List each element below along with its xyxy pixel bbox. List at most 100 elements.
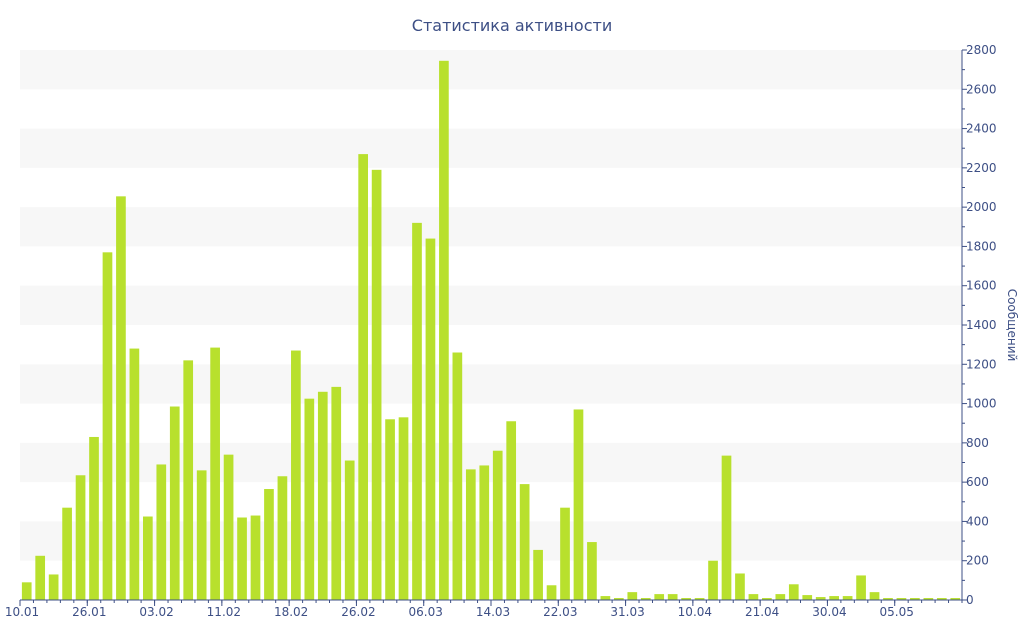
y-tick-label: 2200 [966,161,997,175]
bar[interactable] [196,470,207,600]
grid-band [20,50,962,90]
bar[interactable] [694,598,705,600]
bar[interactable] [358,154,369,600]
bar[interactable] [439,60,449,600]
bar[interactable] [735,573,745,600]
y-tick-label: 1000 [966,397,997,411]
x-tick-label: 05.05 [880,605,914,619]
bar[interactable] [277,476,288,600]
bar[interactable] [546,585,557,600]
bar[interactable] [667,594,678,600]
y-tick-label: 200 [966,554,989,568]
y-tick-label: 2600 [966,82,997,96]
bar[interactable] [331,386,342,600]
bar[interactable] [479,465,490,600]
x-tick-label: 21.04 [745,605,779,619]
bar[interactable] [250,515,261,600]
bar[interactable] [183,360,194,600]
bar[interactable] [721,455,732,600]
bar[interactable] [788,584,799,600]
bar[interactable] [62,507,72,600]
bar[interactable] [627,592,638,600]
x-tick-label: 18.02 [274,605,308,619]
bar[interactable] [425,238,436,601]
bar[interactable] [412,222,422,600]
bar[interactable] [264,489,274,600]
bar[interactable] [452,352,463,601]
y-tick-label: 2000 [966,200,997,214]
bar[interactable] [210,347,220,600]
bar[interactable] [506,421,517,600]
x-tick-label: 22.03 [543,605,577,619]
bar[interactable] [169,406,180,600]
bar[interactable] [950,598,961,600]
x-axis: 10.01 26.01 03.02 11.02 18.02 26.02 06.03 14.03… [5,599,963,619]
bar[interactable] [654,594,665,600]
bar[interactable] [600,596,611,600]
bar[interactable] [842,596,853,600]
bar[interactable] [156,464,167,600]
bar[interactable] [344,460,355,600]
bar[interactable] [371,169,382,601]
x-tick-label: 26.01 [72,605,106,619]
bar[interactable] [869,592,880,600]
bar[interactable] [936,598,947,600]
bar[interactable] [613,598,624,600]
y-tick-label: 1600 [966,279,997,293]
bar[interactable] [291,350,301,600]
bar[interactable] [48,574,59,600]
bar[interactable] [102,252,113,601]
bar[interactable] [492,450,503,600]
x-tick-label: 26.02 [341,605,375,619]
bar[interactable] [573,409,584,600]
bar[interactable] [116,196,126,600]
x-tick-label: 10.04 [678,605,712,619]
bar[interactable] [896,598,907,600]
bar[interactable] [129,348,140,600]
bar[interactable] [304,398,315,600]
bar[interactable] [681,598,691,600]
bar[interactable] [317,391,328,600]
y-axis: 0 200 400 600 800 1000 1200 1400 1600 1800 2000 220… [961,43,997,607]
y-tick-label: 2400 [966,122,997,136]
bar[interactable] [748,594,759,600]
chart-title: Статистика активности [411,16,613,35]
bar[interactable] [587,542,597,600]
y-tick-label: 800 [966,436,989,450]
y-tick-label: 1200 [966,357,997,371]
bar[interactable] [923,598,934,600]
x-tick-label: 30.04 [812,605,846,619]
bar[interactable] [762,598,772,600]
y-tick-label: 2800 [966,43,997,57]
bar[interactable] [237,517,247,601]
bar[interactable] [89,436,99,600]
bar[interactable] [856,575,866,600]
bar[interactable] [640,598,651,600]
bar[interactable] [560,507,570,600]
bar[interactable] [21,582,32,600]
bar[interactable] [75,475,86,600]
bar[interactable] [775,594,786,600]
bar[interactable] [35,555,46,600]
grid-band [20,364,962,404]
bar[interactable] [223,454,234,600]
bar[interactable] [910,598,920,600]
y-axis-label: Сообщений [1005,289,1019,362]
bar[interactable] [519,484,530,600]
bar[interactable] [142,516,153,600]
bar[interactable] [815,597,826,600]
bar[interactable] [802,595,813,600]
bar[interactable] [398,417,409,600]
bar[interactable] [829,596,840,600]
bar[interactable] [533,549,543,600]
grid-bands [20,50,962,561]
bar[interactable] [385,419,395,600]
grid-band [20,207,962,247]
bar[interactable] [465,469,476,600]
y-tick-label: 600 [966,475,989,489]
grid-band [20,128,962,168]
bar[interactable] [708,560,718,600]
bar[interactable] [883,598,893,600]
